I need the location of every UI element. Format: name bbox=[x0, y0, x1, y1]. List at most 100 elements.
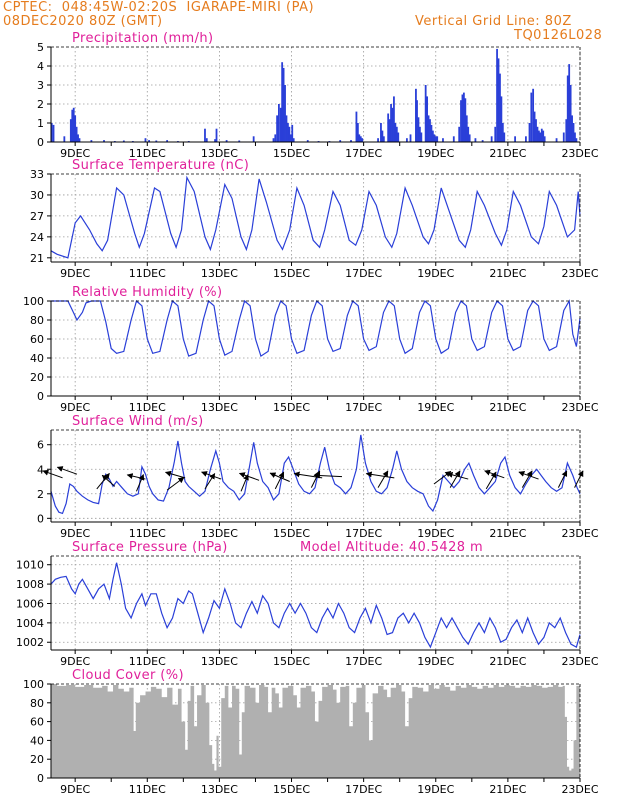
precip-bar bbox=[571, 115, 573, 142]
precip-bar bbox=[358, 134, 361, 142]
precip-bar bbox=[395, 126, 398, 142]
y-tick-label: 6 bbox=[37, 439, 44, 452]
precip-bar bbox=[285, 115, 288, 142]
precip-bar bbox=[289, 134, 292, 142]
wind-vector bbox=[484, 469, 505, 479]
precip-bar bbox=[356, 123, 359, 142]
x-tick-label: 23DEC bbox=[561, 267, 598, 280]
precip-bar bbox=[288, 126, 291, 142]
x-tick-label: 13DEC bbox=[201, 527, 238, 540]
panel-title: Precipitation (mm/h) bbox=[72, 31, 213, 46]
y-tick-label: 80 bbox=[30, 314, 44, 327]
wind-vector bbox=[166, 477, 185, 491]
precip-bar bbox=[540, 128, 543, 142]
x-tick-label: 23DEC bbox=[561, 527, 598, 540]
precip-bar bbox=[252, 136, 255, 142]
precip-bar bbox=[71, 109, 74, 142]
precip-bar bbox=[361, 138, 364, 142]
precip-bar bbox=[72, 107, 75, 142]
x-tick-label: 11DEC bbox=[129, 267, 166, 280]
x-tick-label: 11DEC bbox=[129, 401, 166, 414]
precip-bar bbox=[393, 96, 395, 142]
precip-bar bbox=[481, 140, 484, 142]
y-tick-label: 5 bbox=[37, 41, 44, 54]
precip-bar bbox=[339, 140, 342, 142]
wind-vector bbox=[101, 474, 116, 487]
x-tick-label: 9DEC bbox=[60, 267, 90, 280]
precip-bar bbox=[388, 119, 391, 142]
precip-bar bbox=[52, 124, 55, 142]
wind-vector bbox=[313, 472, 343, 479]
wind-vector bbox=[56, 466, 78, 475]
x-tick-label: 11DEC bbox=[129, 655, 166, 668]
precip-bar bbox=[536, 126, 539, 142]
x-tick-label: 13DEC bbox=[201, 401, 238, 414]
y-tick-label: 4 bbox=[37, 463, 44, 476]
precip-bar bbox=[417, 117, 420, 142]
x-tick-label: 21DEC bbox=[489, 401, 526, 414]
precip-bar bbox=[426, 96, 429, 142]
precip-bar bbox=[460, 100, 462, 142]
y-tick-label: 24 bbox=[30, 231, 44, 244]
wind-vector bbox=[136, 473, 145, 492]
x-tick-label: 11DEC bbox=[129, 527, 166, 540]
precip-bar bbox=[494, 126, 497, 142]
precip-bar bbox=[90, 140, 93, 142]
x-tick-label: 15DEC bbox=[273, 783, 310, 796]
x-tick-label: 15DEC bbox=[273, 527, 310, 540]
panel-wind: 0 2 4 6 9DEC 11DEC 13DEC 15DEC 17DEC 19DEC 21DEC 23… bbox=[37, 414, 599, 540]
x-tick-label: 23DEC bbox=[561, 655, 598, 668]
precip-bar bbox=[533, 111, 536, 142]
y-tick-label: 27 bbox=[30, 210, 44, 223]
precip-bar bbox=[427, 115, 430, 142]
precip-bar bbox=[390, 104, 392, 142]
y-tick-label: 80 bbox=[30, 697, 44, 710]
x-tick-label: 19DEC bbox=[417, 655, 454, 668]
station-header: CPTEC: 048:45W-02:20S IGARAPE-MIRI (PA) bbox=[3, 0, 315, 15]
x-tick-label: 15DEC bbox=[273, 655, 310, 668]
precip-bar bbox=[499, 73, 501, 142]
precip-bar bbox=[434, 136, 437, 142]
precip-bar bbox=[537, 130, 540, 142]
precip-bar bbox=[525, 136, 527, 142]
precip-bar bbox=[78, 138, 81, 142]
precip-bar bbox=[572, 123, 575, 142]
precip-bar bbox=[565, 119, 568, 142]
y-tick-label: 100 bbox=[23, 678, 44, 691]
panel-rh: 0 20 40 60 80 100 9DEC 11DEC 13DEC 15DEC 17DEC 19DE… bbox=[23, 285, 599, 414]
precip-bar bbox=[409, 134, 412, 142]
x-tick-label: 15DEC bbox=[273, 401, 310, 414]
precip-bar bbox=[501, 123, 504, 142]
precip-bar bbox=[575, 138, 578, 142]
precip-bar bbox=[205, 138, 208, 142]
x-tick-label: 13DEC bbox=[201, 267, 238, 280]
wind-vector bbox=[126, 473, 146, 480]
precip-bar bbox=[490, 136, 493, 142]
x-tick-label: 23DEC bbox=[561, 783, 598, 796]
x-tick-label: 9DEC bbox=[60, 527, 90, 540]
precip-bar bbox=[122, 140, 125, 142]
precip-bar bbox=[359, 136, 362, 142]
temp-series bbox=[50, 175, 581, 259]
y-tick-label: 21 bbox=[30, 252, 44, 265]
run-date: 08DEC2020 80Z (GMT) bbox=[3, 14, 163, 29]
precip-bar bbox=[574, 132, 576, 142]
x-tick-label: 17DEC bbox=[345, 527, 382, 540]
precip-bar bbox=[420, 132, 423, 142]
precip-bar bbox=[543, 136, 546, 142]
x-tick-label: 21DEC bbox=[489, 267, 526, 280]
x-tick-label: 13DEC bbox=[201, 655, 238, 668]
x-tick-label: 11DEC bbox=[129, 783, 166, 796]
x-tick-label: 21DEC bbox=[489, 147, 526, 160]
precip-bar bbox=[416, 100, 418, 142]
precip-bar bbox=[458, 126, 461, 142]
wind-vector bbox=[238, 472, 260, 481]
precip-bar bbox=[467, 126, 470, 142]
wind-vector bbox=[201, 471, 222, 480]
precip-bar bbox=[281, 62, 284, 143]
precip-bar bbox=[474, 138, 477, 142]
precip-bar bbox=[291, 124, 294, 142]
y-tick-label: 4 bbox=[37, 60, 44, 73]
panel-cloud: 0 20 40 60 80 100 9DEC 11DEC 13DEC 15DEC 17DEC 19DE… bbox=[23, 668, 599, 796]
